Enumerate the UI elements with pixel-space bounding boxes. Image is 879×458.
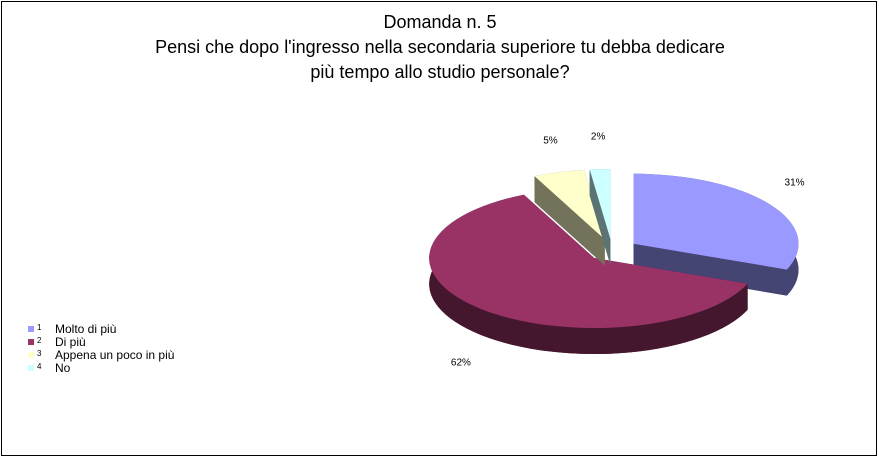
legend-swatch [28,339,34,345]
legend-swatch [28,352,34,358]
legend-swatch [28,326,34,332]
slice-top [633,173,799,270]
slice-top [429,194,748,329]
legend-number: 3 [37,349,42,358]
slice-wall [633,243,787,296]
chart-title: Domanda n. 5 [383,12,496,32]
legend-label: No [55,361,71,375]
pie-slice [534,169,605,266]
legend-label: Molto di più [55,322,116,336]
pie-slice [589,168,611,265]
data-label: 62% [451,358,471,369]
data-label: 5% [543,135,558,146]
legend-label: Appena un poco in più [55,348,174,362]
legend-label: Di più [55,335,86,349]
chart-subtitle: Pensi che dopo l'ingresso nella secondar… [155,37,725,57]
slice-top [534,169,605,240]
legend-number: 2 [37,336,42,345]
chart-subtitle: più tempo allo studio personale? [310,62,569,82]
pie-slice [429,194,748,355]
legend-number: 4 [37,362,42,371]
legend-number: 1 [37,323,42,332]
data-label: 31% [785,177,805,188]
data-label: 2% [591,131,606,142]
slice-top [589,168,611,239]
legend-swatch [28,365,34,371]
